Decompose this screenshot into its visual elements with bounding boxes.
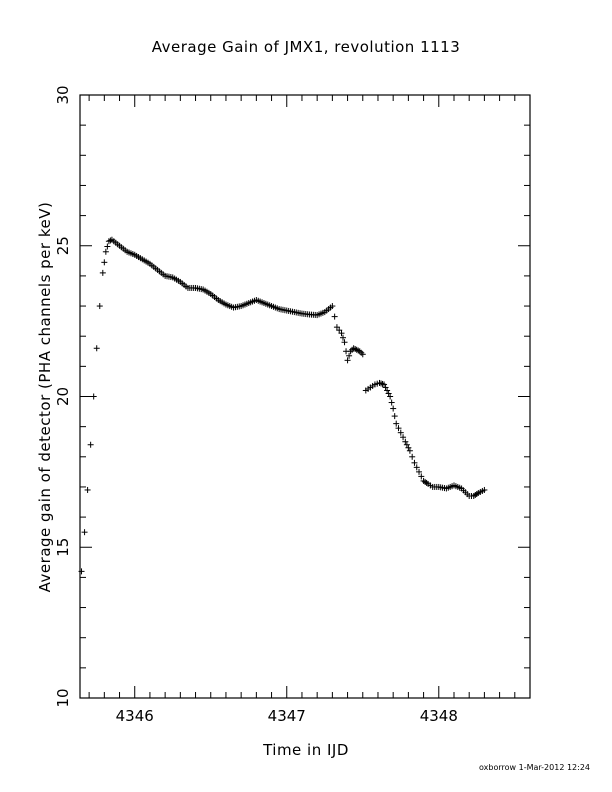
data-point: [395, 425, 402, 432]
footer-stamp: oxborrow 1-Mar-2012 12:24: [479, 763, 590, 772]
data-point: [378, 380, 385, 387]
data-point: [413, 464, 420, 471]
data-point: [382, 384, 389, 391]
y-tick-label: 15: [54, 538, 72, 557]
data-point: [400, 434, 407, 441]
data-point: [390, 405, 397, 412]
data-point: [99, 269, 106, 276]
data-point: [403, 441, 410, 448]
data-point: [388, 399, 395, 406]
data-point: [107, 237, 114, 244]
data-point: [78, 568, 85, 575]
data-point: [402, 438, 409, 445]
data-point: [84, 486, 91, 493]
data-point: [385, 390, 392, 397]
y-tick-label: 25: [54, 236, 72, 255]
data-point: [397, 429, 404, 436]
chart-title: Average Gain of JMX1, revolution 1113: [151, 38, 461, 56]
data-point: [418, 473, 425, 480]
y-axis-label: Average gain of detector (PHA channels p…: [36, 201, 54, 593]
y-tick-label: 30: [54, 85, 72, 104]
x-tick-label: 4346: [116, 707, 154, 725]
data-point: [409, 453, 416, 460]
data-point: [416, 468, 423, 475]
data-point: [336, 327, 343, 334]
x-tick-label: 4348: [420, 707, 458, 725]
y-tick-label: 20: [54, 387, 72, 406]
data-point: [331, 313, 338, 320]
y-tick-label: 10: [54, 688, 72, 707]
plot-frame: [79, 94, 531, 699]
data-point: [381, 381, 388, 388]
data-point: [101, 259, 108, 266]
data-point: [481, 486, 488, 493]
data-point: [329, 303, 336, 310]
data-point: [393, 420, 400, 427]
x-axis-label: Time in IJD: [263, 741, 349, 759]
data-point: [405, 444, 412, 451]
data-point: [346, 352, 353, 359]
data-point: [104, 243, 111, 250]
data-point: [90, 393, 97, 400]
x-tick-label: 4347: [268, 707, 306, 725]
data-point: [379, 380, 386, 387]
data-point: [93, 345, 100, 352]
data-point: [333, 324, 340, 331]
data-point: [391, 413, 398, 420]
data-point: [384, 387, 391, 394]
data-point: [340, 334, 347, 341]
data-point: [87, 441, 94, 448]
data-point: [353, 346, 360, 353]
data-point: [359, 351, 366, 358]
data-point: [406, 447, 413, 454]
data-point: [341, 339, 348, 346]
data-point: [344, 357, 351, 364]
data-point: [102, 248, 109, 255]
data-point: [96, 303, 103, 310]
data-point: [411, 459, 418, 466]
data-point: [387, 393, 394, 400]
data-point: [338, 330, 345, 337]
data-point: [81, 529, 88, 536]
